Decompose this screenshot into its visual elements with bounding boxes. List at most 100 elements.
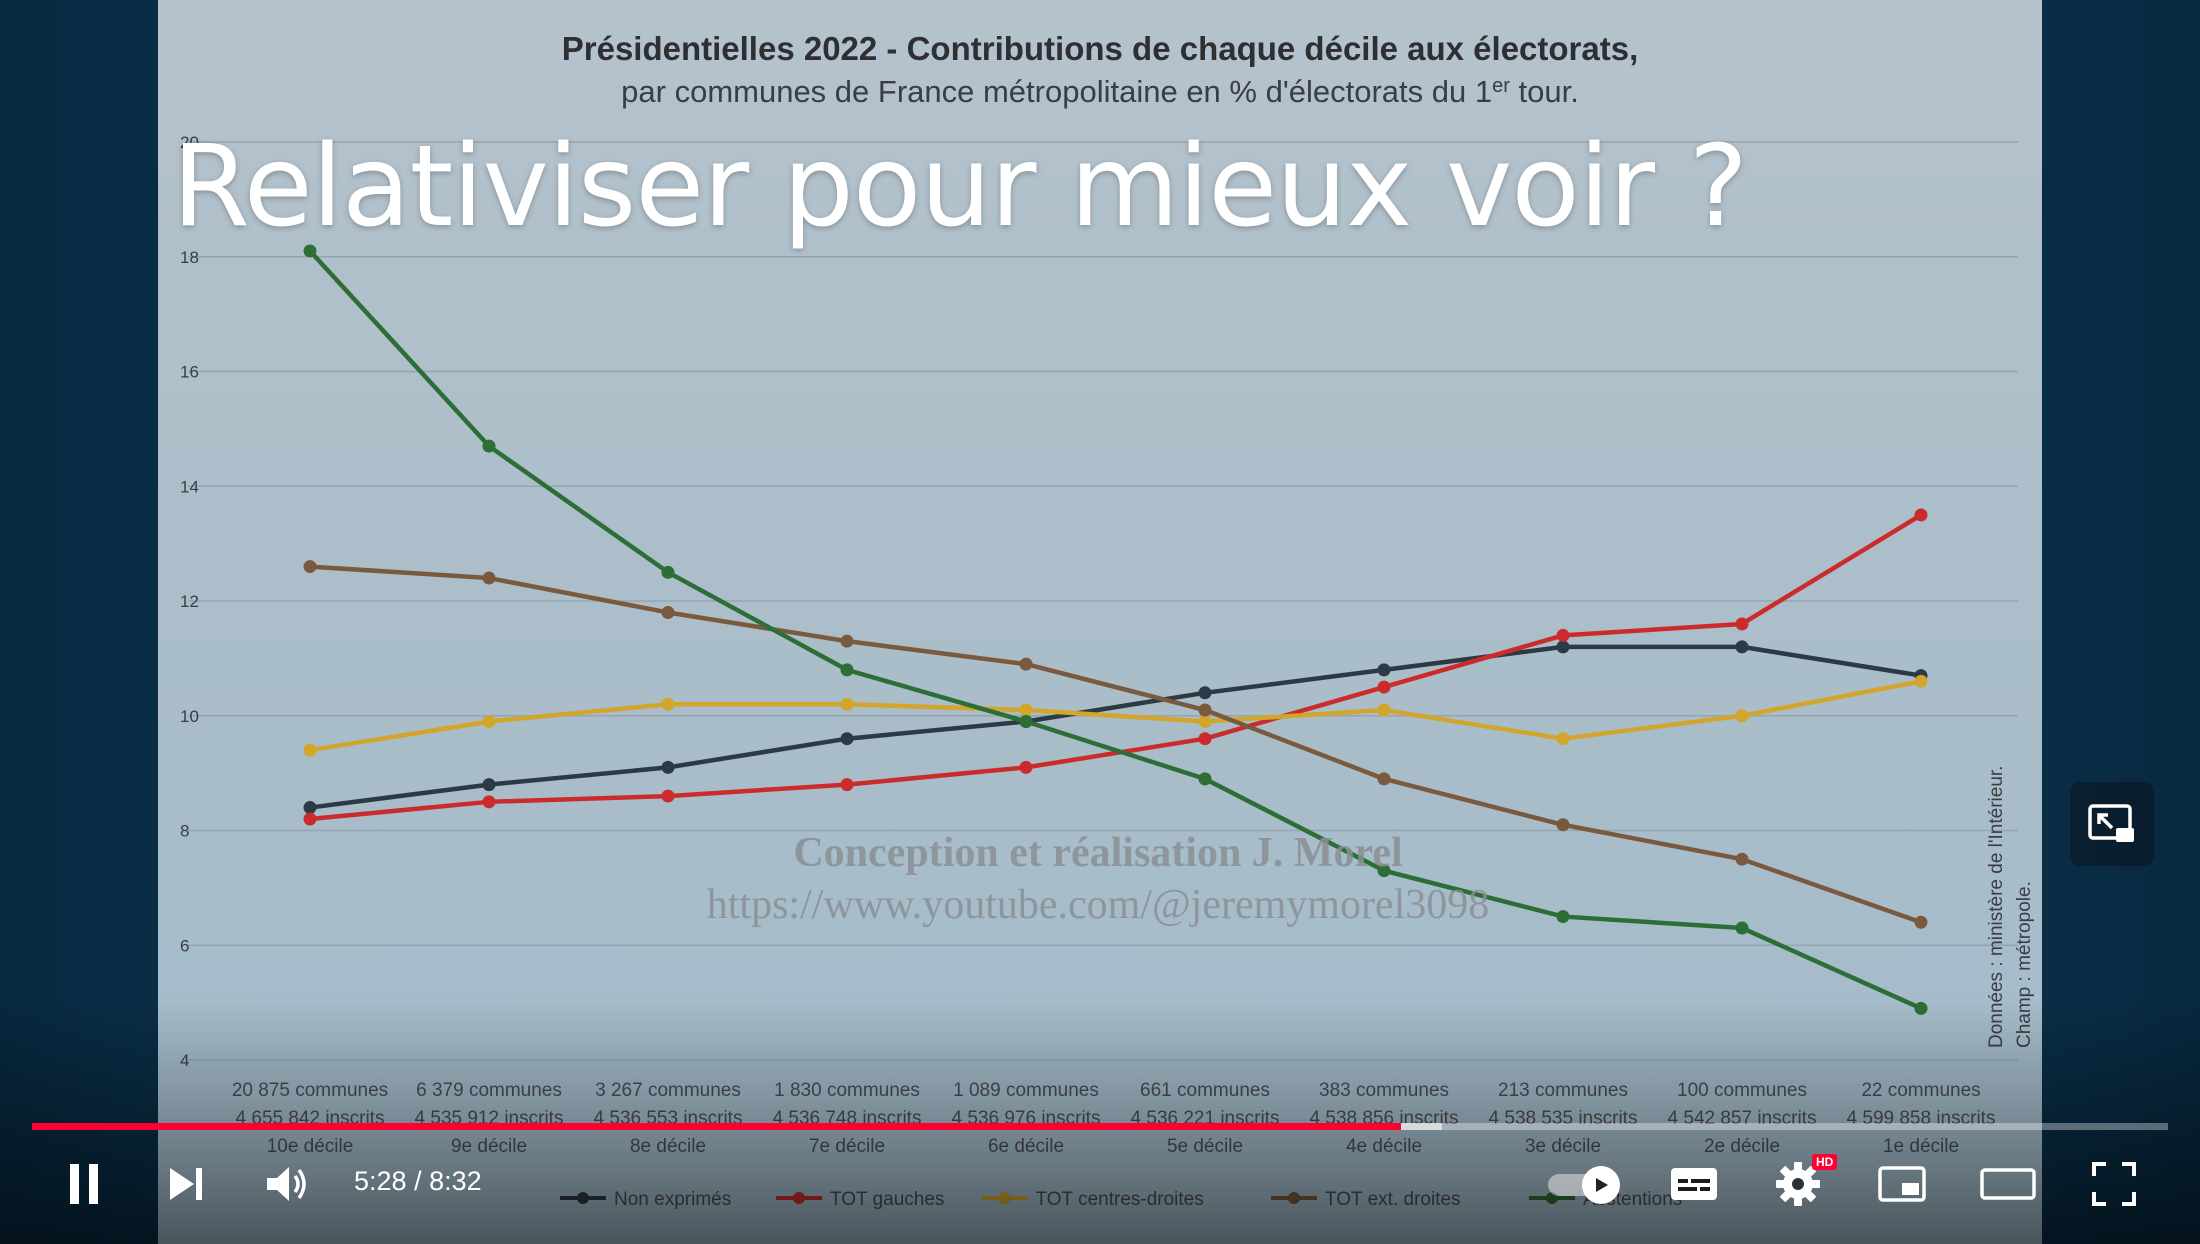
data-point bbox=[840, 697, 854, 711]
data-point bbox=[1198, 686, 1212, 700]
data-point bbox=[303, 801, 317, 815]
data-point bbox=[1019, 714, 1033, 728]
progress-bar[interactable] bbox=[32, 1123, 2168, 1130]
data-point bbox=[1556, 628, 1570, 642]
data-point bbox=[1198, 772, 1212, 786]
data-point bbox=[1556, 910, 1570, 924]
data-point bbox=[303, 244, 317, 258]
data-point bbox=[661, 565, 675, 579]
pause-icon bbox=[70, 1164, 98, 1204]
data-point bbox=[303, 743, 317, 757]
series-line bbox=[309, 513, 1923, 822]
data-point bbox=[1735, 852, 1749, 866]
data-point bbox=[1914, 674, 1928, 688]
theater-button[interactable] bbox=[1976, 1152, 2040, 1216]
volume-icon bbox=[267, 1167, 306, 1201]
progress-played bbox=[32, 1123, 1402, 1130]
controls-gradient bbox=[0, 1000, 2200, 1244]
watermark-url: https://www.youtube.com/@jeremymorel3098 bbox=[707, 882, 1490, 928]
data-point bbox=[840, 634, 854, 648]
volume-button[interactable] bbox=[256, 1152, 320, 1216]
miniplayer-icon bbox=[1878, 1166, 1926, 1202]
next-button[interactable] bbox=[154, 1152, 218, 1216]
data-point bbox=[1556, 732, 1570, 746]
data-point bbox=[1198, 703, 1212, 717]
data-point bbox=[1377, 864, 1391, 878]
time-current: 5:28 bbox=[354, 1166, 407, 1196]
time-display: 5:28 / 8:32 bbox=[354, 1166, 482, 1197]
data-point bbox=[840, 732, 854, 746]
data-point bbox=[1377, 680, 1391, 694]
chart-title: Présidentielles 2022 - Contributions de … bbox=[562, 30, 1639, 67]
data-point bbox=[661, 697, 675, 711]
series-1 bbox=[303, 508, 1928, 826]
pip-icon bbox=[2088, 804, 2134, 842]
data-point bbox=[1735, 709, 1749, 723]
time-total: 8:32 bbox=[429, 1166, 482, 1196]
pip-button[interactable] bbox=[2070, 782, 2154, 866]
y-tick-label: 14 bbox=[180, 477, 199, 496]
data-point bbox=[482, 439, 496, 453]
source-note: Données : ministère de l'Intérieur. bbox=[1986, 766, 2007, 1048]
chart-series bbox=[303, 244, 1928, 1015]
data-point bbox=[303, 560, 317, 574]
y-tick-label: 10 bbox=[180, 707, 199, 726]
data-point bbox=[661, 760, 675, 774]
data-point bbox=[840, 663, 854, 677]
y-axis: 468101214161820 bbox=[180, 133, 199, 1070]
settings-button[interactable] bbox=[1766, 1152, 1830, 1216]
y-tick-label: 6 bbox=[180, 936, 189, 955]
data-point bbox=[1735, 617, 1749, 631]
chart-subtitle: par communes de France métropolitaine en… bbox=[621, 74, 1579, 109]
series-line bbox=[308, 249, 1922, 1011]
data-point bbox=[1198, 732, 1212, 746]
fullscreen-icon bbox=[2092, 1162, 2136, 1206]
hd-badge: HD bbox=[1812, 1154, 1838, 1170]
next-icon bbox=[170, 1168, 202, 1200]
miniplayer-button[interactable] bbox=[1870, 1152, 1934, 1216]
data-point bbox=[303, 812, 317, 826]
subtitles-button[interactable] bbox=[1662, 1152, 1726, 1216]
series-2 bbox=[303, 674, 1928, 757]
data-point bbox=[1198, 714, 1212, 728]
autoplay-icon bbox=[1596, 1178, 1608, 1192]
data-point bbox=[1019, 760, 1033, 774]
data-point bbox=[1914, 508, 1928, 522]
data-point bbox=[1377, 772, 1391, 786]
data-point bbox=[1556, 818, 1570, 832]
data-point bbox=[482, 571, 496, 585]
overlay-title: Relativiser pour mieux voir ? bbox=[172, 122, 1748, 252]
y-tick-label: 20 bbox=[180, 133, 199, 152]
data-point bbox=[1377, 703, 1391, 717]
series-4 bbox=[303, 244, 1928, 1015]
y-tick-label: 12 bbox=[180, 592, 199, 611]
fullscreen-button[interactable] bbox=[2082, 1152, 2146, 1216]
series-0 bbox=[303, 640, 1928, 815]
data-point bbox=[661, 605, 675, 619]
subtitles-icon bbox=[1671, 1168, 1717, 1200]
y-tick-label: 8 bbox=[180, 822, 189, 841]
series-line bbox=[309, 564, 1922, 925]
gear-icon bbox=[1776, 1162, 1820, 1206]
theater-icon bbox=[1980, 1168, 2036, 1200]
data-point bbox=[1019, 703, 1033, 717]
data-point bbox=[482, 795, 496, 809]
y-tick-label: 16 bbox=[180, 363, 199, 382]
series-3 bbox=[303, 560, 1928, 929]
series-line bbox=[309, 644, 1922, 810]
data-point bbox=[661, 789, 675, 803]
autoplay-knob bbox=[1582, 1166, 1620, 1204]
play-pause-button[interactable] bbox=[52, 1152, 116, 1216]
data-point bbox=[1019, 657, 1033, 671]
time-separator: / bbox=[406, 1166, 430, 1196]
data-point bbox=[1377, 663, 1391, 677]
data-point bbox=[482, 778, 496, 792]
data-point bbox=[482, 714, 496, 728]
y-tick-label: 18 bbox=[180, 248, 199, 267]
data-point bbox=[1556, 640, 1570, 654]
autoplay-toggle[interactable] bbox=[1548, 1166, 1622, 1204]
data-point bbox=[1914, 915, 1928, 929]
data-point bbox=[1735, 640, 1749, 654]
watermark-author: Conception et réalisation J. Morel bbox=[793, 830, 1402, 876]
